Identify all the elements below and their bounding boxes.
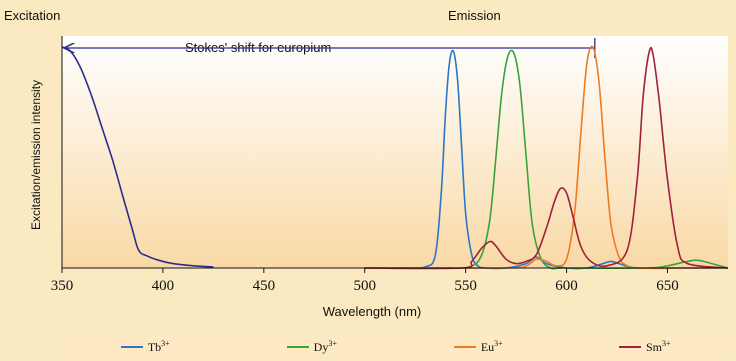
x-tick-label: 350: [51, 278, 74, 294]
legend-item-tb: Tb3+: [62, 339, 229, 355]
legend-swatch: [453, 345, 476, 348]
series-line-sm: [364, 46, 729, 270]
legend-item-dy: Dy3+: [229, 339, 396, 355]
series-line-eu: [364, 45, 728, 269]
y-axis-label: Excitation/emission intensity: [29, 80, 43, 230]
x-ticks: 350 400 450 500 550 600 650: [51, 268, 679, 294]
excitation-line: [61, 46, 214, 268]
legend-label: Eu3+: [480, 338, 503, 354]
chart: Excitation Emission Stokes' shift for eu…: [4, 8, 729, 319]
plot-area: [62, 36, 728, 268]
legend-superscript: 3+: [161, 338, 170, 348]
series-line-dy: [364, 49, 729, 270]
legend-label: Tb3+: [147, 338, 170, 354]
legend-swatch: [286, 345, 309, 348]
legend-label: Sm3+: [645, 338, 671, 354]
excitation-label: Excitation: [4, 8, 60, 23]
emission-label: Emission: [448, 8, 501, 23]
x-tick-label: 400: [152, 278, 175, 294]
x-tick-label: 600: [555, 278, 578, 294]
legend-superscript: 3+: [494, 338, 503, 348]
legend-swatch: [120, 345, 143, 348]
legend-item-sm: Sm3+: [562, 339, 729, 355]
legend: Tb3+ Dy3+ Eu3+ Sm3+: [62, 336, 728, 357]
legend-label: Dy3+: [313, 338, 337, 354]
x-tick-label: 650: [656, 278, 679, 294]
legend-superscript: 3+: [328, 338, 337, 348]
x-tick-label: 500: [353, 278, 376, 294]
series-line-tb: [364, 49, 728, 270]
x-tick-label: 550: [454, 278, 477, 294]
legend-swatch: [618, 345, 641, 348]
series-layer: [61, 45, 729, 270]
legend-item-eu: Eu3+: [395, 339, 562, 355]
legend-superscript: 3+: [662, 338, 671, 348]
x-tick-label: 450: [253, 278, 276, 294]
x-axis-label: Wavelength (nm): [323, 304, 422, 319]
